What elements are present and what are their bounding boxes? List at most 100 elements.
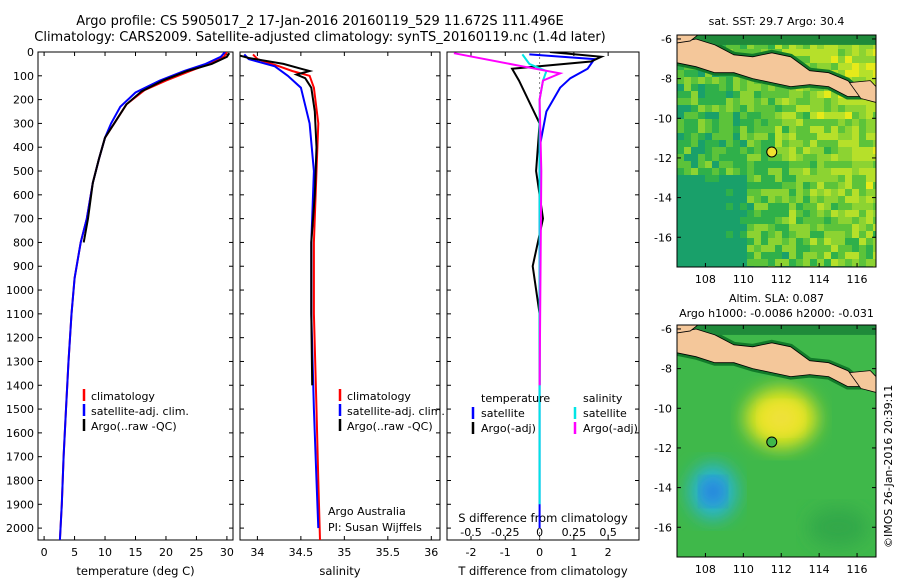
sst-cell [852,119,859,126]
sst-cell [726,119,733,126]
sst-cell [796,245,803,252]
sst-cell [838,112,845,119]
sst-cell [796,42,803,49]
sst-cell [754,203,761,210]
sst-cell [712,252,719,259]
y-tick-label: 1100 [6,308,34,321]
sst-cell [754,217,761,224]
north-sea [677,325,876,335]
sst-cell [852,217,859,224]
sst-cell [859,147,866,154]
sst-cell [803,182,810,189]
sst-cell [824,238,831,245]
sst-cell [726,126,733,133]
sst-cell [810,259,817,266]
sst-cell [789,133,796,140]
sst-cell [845,168,852,175]
sst-cell [873,168,876,175]
sst-cell [698,196,705,203]
sst-cell [754,168,761,175]
sst-cell [810,203,817,210]
sst-cell [754,105,761,112]
sst-cell [740,168,747,175]
sst-cell [866,238,873,245]
sst-cell [761,133,768,140]
sst-cell [838,203,845,210]
sst-cell [845,42,852,49]
sst-cell [789,231,796,238]
top-axis-label: S difference from climatology [458,511,628,525]
sst-cell [796,140,803,147]
sst-cell [761,140,768,147]
sst-cell [810,56,817,63]
sst-cell [712,175,719,182]
sst-cell [782,133,789,140]
sst-cell [761,154,768,161]
sst-cell [677,112,684,119]
sst-cell [852,126,859,133]
top-tick-label: 0.25 [562,526,587,539]
sst-cell [691,259,698,266]
sst-cell [810,189,817,196]
legend-label: Argo(-adj) [481,422,536,435]
sst-cell [810,119,817,126]
sst-cell [803,231,810,238]
y-tick-label: -6 [661,323,672,336]
sst-cell [705,154,712,161]
sst-cell [838,70,845,77]
sst-cell [691,77,698,84]
sst-cell [852,224,859,231]
sst-cell [761,252,768,259]
sst-cell [747,42,754,49]
sst-cell [866,168,873,175]
sst-cell [866,217,873,224]
sst-cell [873,161,876,168]
sst-cell [817,154,824,161]
sst-cell [782,105,789,112]
sst-cell [831,245,838,252]
sst-cell [810,112,817,119]
sst-cell [740,175,747,182]
sst-cell [698,203,705,210]
sst-cell [768,224,775,231]
sst-cell [698,105,705,112]
sst-cell [691,105,698,112]
sst-cell [782,168,789,175]
sst-cell [747,147,754,154]
sst-cell [712,126,719,133]
sst-cell [733,77,740,84]
sst-cell [768,112,775,119]
sst-cell [803,126,810,133]
sst-cell [740,105,747,112]
sst-cell [761,168,768,175]
sst-cell [747,49,754,56]
sst-cell [733,154,740,161]
sst-cell [782,119,789,126]
sst-cell [831,189,838,196]
sst-cell [747,168,754,175]
sst-cell [754,175,761,182]
sst-cell [768,182,775,189]
argo-position-marker [766,146,778,158]
sst-cell [684,98,691,105]
sst-cell [733,133,740,140]
sst-cell [852,161,859,168]
sst-cell [768,161,775,168]
sst-cell [747,252,754,259]
top-tick-label: -0.25 [491,526,519,539]
sst-cell [726,91,733,98]
sst-cell [824,42,831,49]
sst-cell [810,154,817,161]
sst-cell [705,112,712,119]
sst-cell [691,252,698,259]
sla-low-core [702,479,725,504]
series-line-argoadj [453,52,564,386]
sst-cell [733,196,740,203]
sst-cell [866,56,873,63]
profile-panel-3: -2 -1 0 1 2 T difference from climatology -0.5… [446,51,640,578]
sst-cell [817,245,824,252]
sst-cell [803,168,810,175]
legend-label: satellite [481,407,525,420]
sst-cell [740,77,747,84]
sst-cell [726,189,733,196]
